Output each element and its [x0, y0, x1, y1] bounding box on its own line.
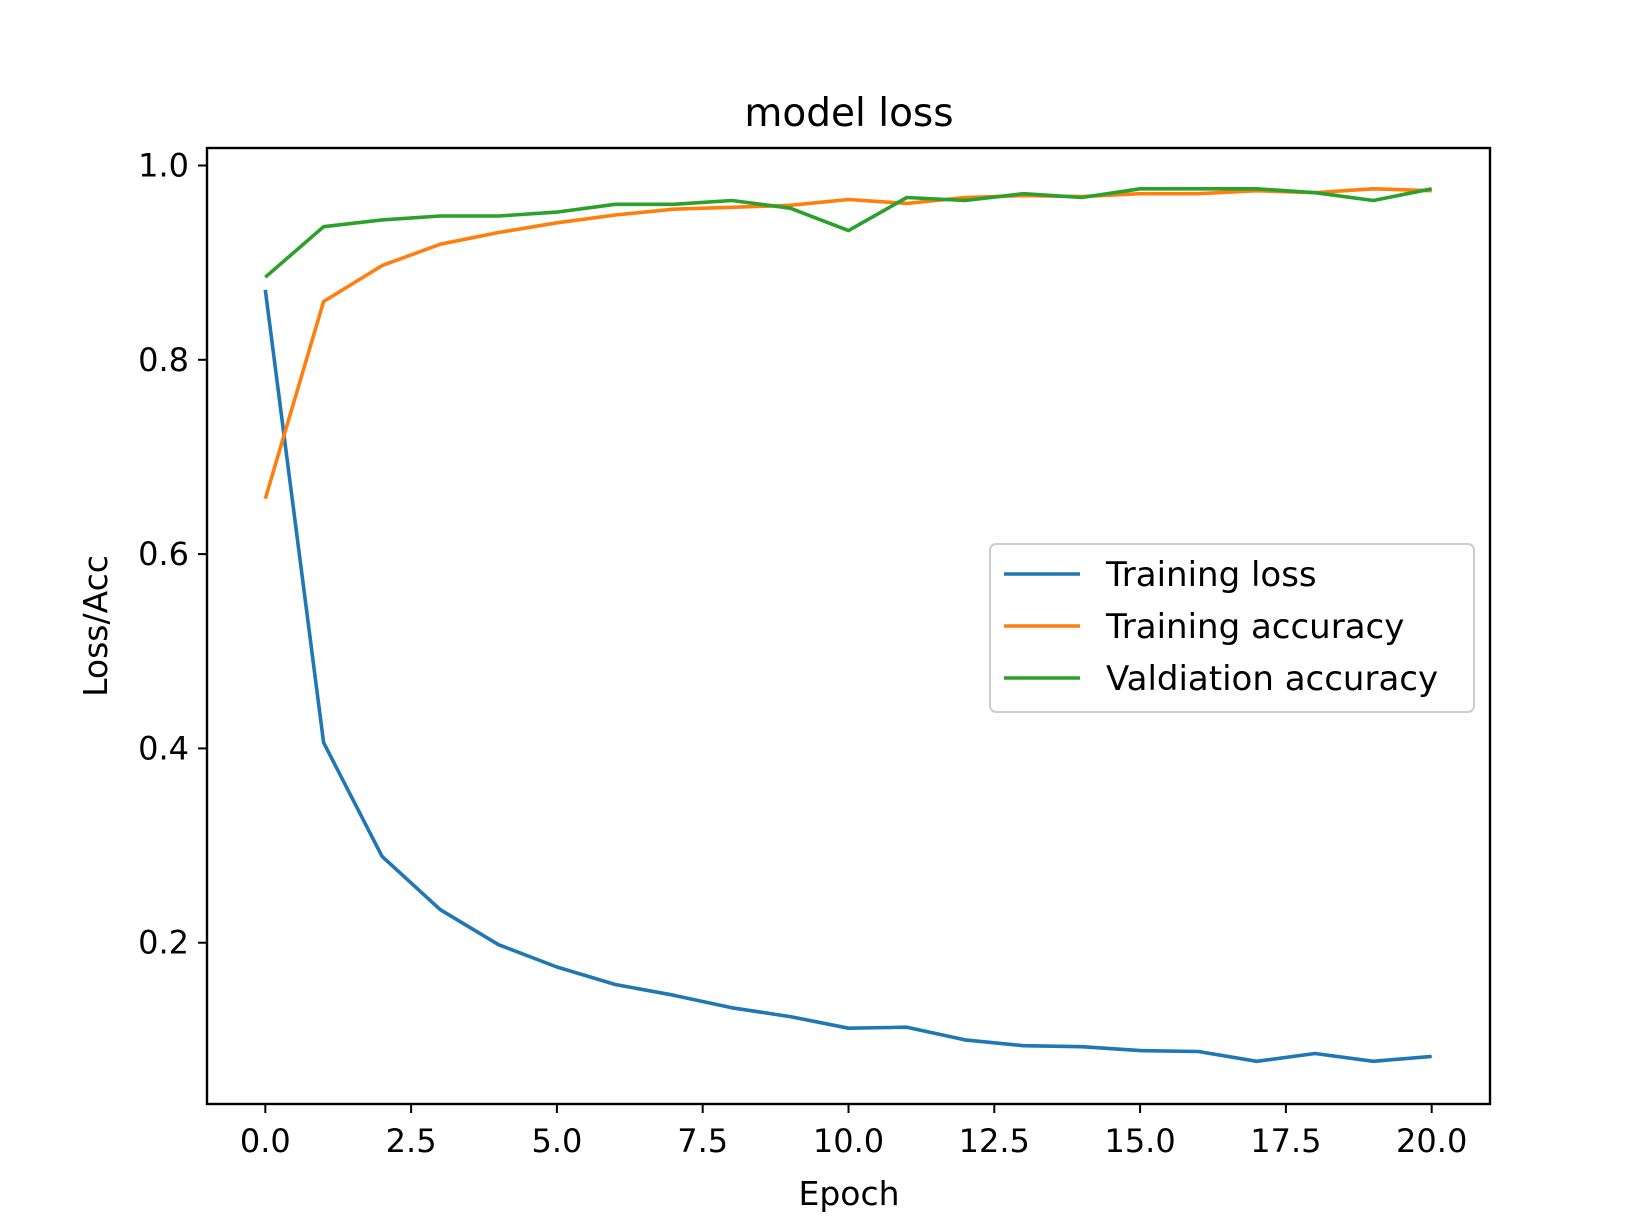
y-axis: 0.2 0.4 0.6 0.8 1.0 — [138, 146, 207, 962]
legend-label: Valdiation accuracy — [1106, 659, 1438, 699]
series-line-2 — [263, 187, 1432, 500]
legend-label: Training accuracy — [1105, 607, 1404, 647]
y-tick-label: 0.2 — [138, 924, 189, 962]
x-axis: 0.0 2.5 5.0 7.5 10.0 12.5 15.0 17.5 20.0 — [240, 1104, 1467, 1160]
y-tick-label: 0.8 — [138, 341, 189, 379]
chart-title: model loss — [744, 91, 953, 136]
y-tick-label: 1.0 — [138, 146, 189, 184]
y-axis-label: Loss/Acc — [76, 555, 115, 697]
series-line-3 — [264, 187, 1433, 279]
y-tick-label: 0.4 — [138, 729, 189, 767]
y-tick-label: 0.6 — [138, 535, 189, 573]
x-tick-label: 20.0 — [1396, 1122, 1467, 1160]
legend: Training loss Training accuracy Valdiation… — [989, 543, 1475, 713]
x-tick-label: 0.0 — [240, 1122, 291, 1160]
legend-label: Training loss — [1105, 555, 1317, 595]
x-tick-label: 17.5 — [1250, 1122, 1321, 1160]
x-tick-label: 15.0 — [1104, 1122, 1175, 1160]
x-tick-label: 7.5 — [677, 1122, 728, 1160]
series-layer — [263, 187, 1433, 1064]
x-tick-label: 12.5 — [959, 1122, 1030, 1160]
x-tick-label: 10.0 — [813, 1122, 884, 1160]
x-axis-label: Epoch — [798, 1174, 899, 1213]
x-tick-label: 2.5 — [386, 1122, 437, 1160]
x-tick-label: 5.0 — [531, 1122, 582, 1160]
legend-box — [989, 543, 1475, 713]
series-line-1 — [263, 289, 1432, 1064]
